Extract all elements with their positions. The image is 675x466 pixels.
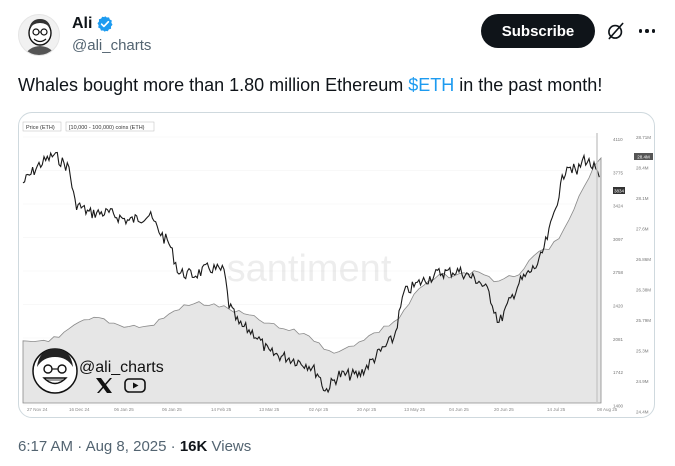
legend-price: Price (ETH)	[26, 125, 55, 131]
holdings-tick-label: 28.1M	[636, 196, 649, 201]
more-icon[interactable]	[635, 20, 659, 42]
verified-badge-icon	[97, 16, 113, 32]
holdings-tick-label: 24.9M	[636, 379, 649, 384]
subscribe-button[interactable]: Subscribe	[481, 14, 595, 48]
x-tick-label: 13 Mar 25	[259, 407, 280, 412]
chart-watermark: santiment	[227, 248, 392, 290]
views-count[interactable]: 16K	[179, 438, 208, 455]
holdings-tick-label: 27.6M	[636, 227, 649, 232]
x-tick-label: 27 Nov 24	[27, 407, 48, 412]
price-tick-label: 1742	[613, 370, 624, 375]
holdings-tick-label: 28.4M	[636, 166, 649, 171]
holdings-tick-label: 26.86M	[636, 257, 651, 262]
avatar-cartoon-icon	[25, 19, 55, 55]
legend-holdings: [10,000 - 100,000) coins (ETH)	[69, 125, 145, 131]
overlay-avatar	[32, 348, 78, 394]
x-tick-label: 06 Jan 25	[114, 407, 134, 412]
price-tick-label: 2420	[613, 304, 624, 309]
holdings-badge: 28.4M	[637, 155, 650, 160]
tweet-text: Whales bought more than 1.80 million Eth…	[18, 75, 603, 95]
price-tick-label: 4110	[613, 137, 623, 142]
x-tick-label: 08 Aug 25	[597, 407, 618, 412]
x-tick-label: 02 Apr 25	[309, 407, 329, 412]
x-tick-label: 20 Apr 25	[357, 407, 377, 412]
holdings-tick-label: 28.71M	[636, 135, 651, 140]
grok-icon[interactable]	[606, 21, 626, 41]
tweet-time[interactable]: 6:17 AM	[18, 438, 74, 455]
handle[interactable]: @ali_charts	[72, 37, 152, 54]
santiment-chart: santiment Price (ETH) [10,000 - 100,000)…	[22, 121, 653, 415]
price-line	[22, 151, 600, 394]
tweet-media-chart[interactable]: santiment Price (ETH) [10,000 - 100,000)…	[18, 112, 655, 418]
holdings-area	[22, 156, 602, 404]
x-tick-label: 14 Jul 25	[547, 407, 566, 412]
x-tick-label: 16 Dec 24	[69, 407, 90, 412]
price-badge: 3834	[614, 189, 625, 194]
x-tick-label: 04 Jun 25	[449, 407, 469, 412]
display-name[interactable]: Ali	[72, 15, 93, 32]
price-tick-label: 1400	[613, 403, 624, 408]
avatar[interactable]	[18, 14, 60, 56]
cashtag-link[interactable]: $ETH	[408, 75, 455, 95]
price-tick-label: 3775	[613, 170, 624, 175]
youtube-logo-icon	[124, 378, 146, 393]
x-tick-label: 13 May 25	[404, 407, 426, 412]
price-tick-label: 2081	[613, 337, 624, 342]
holdings-tick-label: 25.3M	[636, 349, 649, 354]
price-tick-label: 2758	[613, 270, 624, 275]
tweet-header: Ali @ali_charts Subscribe	[18, 14, 663, 58]
holdings-tick-label: 25.79M	[636, 318, 651, 323]
x-tick-label: 20 Jun 25	[494, 407, 514, 412]
tweet-meta: 6:17 AM · Aug 8, 2025 · 16K Views	[18, 438, 252, 455]
holdings-tick-label: 24.4M	[636, 410, 649, 415]
holdings-tick-label: 26.38M	[636, 288, 651, 293]
x-tick-label: 14 Feb 25	[211, 407, 232, 412]
overlay-handle: @ali_charts	[79, 359, 164, 376]
tweet-date[interactable]: Aug 8, 2025	[85, 438, 167, 455]
price-tick-label: 3424	[613, 204, 624, 209]
x-tick-label: 06 Jan 25	[162, 407, 182, 412]
price-tick-label: 3097	[613, 237, 624, 242]
x-logo-icon	[96, 378, 112, 393]
views-label: Views	[211, 438, 252, 455]
